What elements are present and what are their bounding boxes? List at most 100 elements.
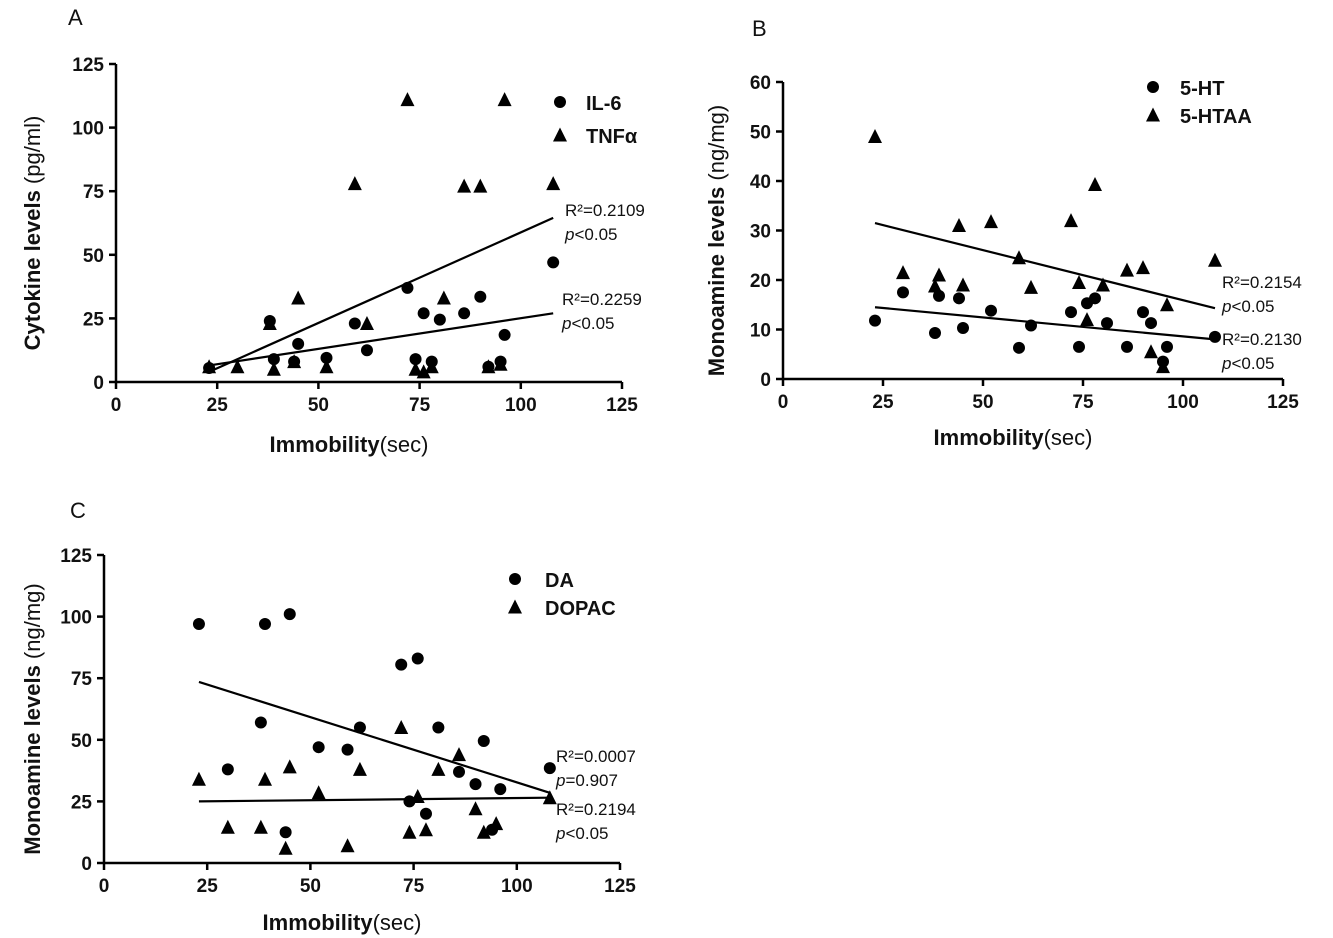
x-tick-label: 125 [606, 395, 638, 416]
data-point-triangle [1120, 262, 1134, 277]
data-point-triangle [1156, 359, 1170, 374]
data-point-triangle [952, 218, 966, 233]
data-point-triangle [400, 92, 415, 107]
y-tick-label: 50 [83, 246, 104, 267]
x-tick-label: 0 [111, 395, 122, 416]
data-point-triangle [282, 759, 297, 774]
data-point-circle [320, 351, 333, 364]
data-point-circle [1089, 292, 1101, 305]
data-point-triangle [262, 315, 277, 330]
r-squared-label: R²=0.2109 [565, 201, 645, 220]
data-point-circle [477, 735, 490, 748]
data-point-triangle [868, 128, 882, 143]
data-point-circle [469, 778, 482, 791]
legend-label: TNFα [586, 126, 638, 148]
regression-line [198, 796, 550, 803]
y-tick-label: 75 [71, 669, 93, 690]
data-point-triangle [191, 771, 206, 786]
data-point-triangle [220, 819, 235, 834]
r-squared-label: R²=0.2259 [562, 290, 642, 309]
legend-marker [553, 127, 567, 142]
data-point-circle [395, 658, 408, 671]
data-point-triangle [542, 790, 557, 805]
panel-c: C 0 25 50 75 100 125 0 25 50 75 100 125 Immobility(se… [20, 498, 636, 935]
data-point-circle [1013, 341, 1025, 354]
data-point-triangle [1160, 297, 1174, 312]
data-point-circle [432, 721, 445, 734]
data-point-circle [1161, 340, 1173, 353]
data-point-circle [417, 307, 430, 320]
data-point-triangle [497, 92, 512, 107]
data-point-circle [192, 617, 205, 630]
y-tick-label: 0 [760, 370, 771, 391]
data-point-triangle [266, 361, 281, 376]
legend-label: DOPAC [545, 598, 616, 620]
data-point-circle [433, 313, 446, 326]
data-point-circle [409, 353, 422, 366]
data-point-triangle [1208, 252, 1222, 267]
data-point-triangle [1080, 312, 1094, 327]
data-point-triangle [408, 361, 423, 376]
x-tick-label: 50 [300, 876, 321, 897]
data-point-circle [419, 807, 432, 820]
data-point-triangle [1136, 260, 1150, 275]
x-tick-label: 100 [1167, 392, 1199, 413]
data-point-triangle [394, 719, 409, 734]
r-squared-label: R²=0.0007 [556, 747, 636, 766]
data-point-circle [348, 317, 361, 330]
p-value-label: p=0.907 [555, 771, 618, 790]
data-point-triangle [416, 364, 431, 379]
legend-label: IL-6 [586, 93, 622, 115]
data-point-circle [453, 765, 466, 778]
data-point-triangle [1088, 176, 1102, 191]
data-point-circle [258, 617, 271, 630]
data-point-triangle [468, 801, 483, 816]
y-tick-label: 0 [93, 373, 104, 394]
data-point-circle [494, 783, 507, 796]
series-IL-6 [203, 256, 560, 375]
y-axis-label: Monoamine levels (ng/mg) [20, 583, 45, 854]
panel-letter: C [70, 498, 86, 523]
data-point-triangle [359, 315, 374, 330]
data-point-triangle [1144, 344, 1158, 359]
legend-marker [508, 599, 522, 614]
data-point-triangle [431, 761, 446, 776]
x-axis-label: Immobility(sec) [270, 432, 429, 457]
data-point-circle [292, 337, 305, 350]
data-point-triangle [493, 356, 508, 371]
series-TNFα [202, 92, 561, 379]
y-tick-label: 75 [83, 182, 105, 203]
y-tick-label: 20 [750, 271, 771, 292]
regression-line [198, 680, 551, 794]
x-tick-label: 75 [409, 395, 431, 416]
y-tick-label: 0 [81, 854, 92, 875]
data-point-circle [474, 290, 487, 303]
x-tick-label: 25 [207, 395, 229, 416]
legend-marker [509, 573, 521, 585]
data-point-triangle [253, 819, 268, 834]
series-5-HTAA [868, 128, 1222, 374]
p-value-label: p<0.05 [1221, 354, 1274, 373]
legend-label: 5-HT [1180, 78, 1224, 100]
data-point-triangle [347, 176, 362, 191]
data-point-circle [254, 716, 267, 729]
data-point-circle [929, 326, 941, 339]
data-point-triangle [457, 178, 472, 193]
data-point-circle [1209, 330, 1221, 343]
data-point-circle [353, 721, 366, 734]
y-tick-label: 25 [83, 309, 105, 330]
x-axis-label: Immobility(sec) [263, 910, 422, 935]
y-tick-label: 60 [750, 73, 771, 94]
data-point-triangle [984, 214, 998, 229]
data-point-circle [869, 314, 881, 327]
x-tick-label: 50 [972, 392, 993, 413]
data-point-circle [1137, 306, 1149, 319]
y-tick-label: 30 [750, 222, 771, 243]
panel-letter: B [752, 16, 767, 41]
data-point-triangle [481, 359, 496, 374]
data-point-circle [411, 652, 424, 665]
data-point-triangle [311, 785, 326, 800]
legend-marker [1147, 81, 1159, 93]
x-tick-label: 25 [872, 392, 894, 413]
y-tick-label: 10 [750, 321, 771, 342]
